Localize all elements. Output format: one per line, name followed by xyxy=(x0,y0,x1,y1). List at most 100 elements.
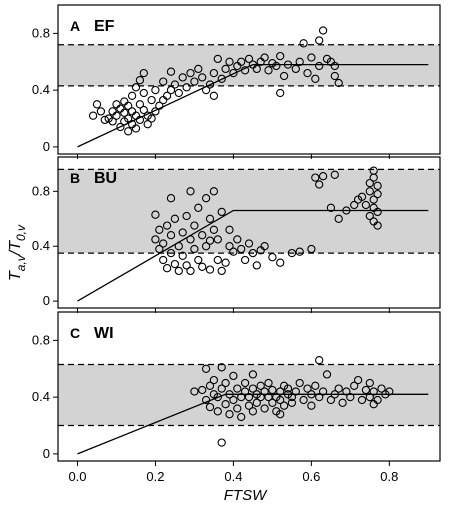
panel-name: WI xyxy=(94,325,114,342)
data-point xyxy=(147,95,156,105)
data-point xyxy=(244,54,254,64)
data-point xyxy=(186,266,195,276)
data-point xyxy=(139,88,148,98)
fit-line xyxy=(77,209,429,302)
data-point xyxy=(279,71,289,81)
data-point xyxy=(229,247,238,256)
data-point xyxy=(190,387,199,396)
data-point xyxy=(299,395,308,405)
data-point xyxy=(194,64,203,74)
data-point xyxy=(268,253,277,262)
data-point xyxy=(217,363,226,372)
data-point xyxy=(276,51,285,61)
data-point xyxy=(338,398,347,407)
data-point xyxy=(178,73,187,82)
data-point xyxy=(209,375,219,385)
data-point xyxy=(256,381,265,390)
data-point xyxy=(213,392,222,402)
data-point xyxy=(209,91,219,100)
data-point xyxy=(240,378,250,388)
data-point xyxy=(276,88,285,98)
data-point xyxy=(116,122,125,132)
data-point xyxy=(112,100,121,109)
data-point xyxy=(373,181,382,190)
data-point xyxy=(373,189,382,199)
data-point xyxy=(182,211,191,221)
data-point xyxy=(318,26,328,35)
data-point xyxy=(237,244,246,254)
data-point xyxy=(311,74,320,83)
data-point xyxy=(373,221,382,230)
data-point xyxy=(131,124,141,133)
data-point xyxy=(108,107,117,116)
data-point xyxy=(221,400,230,409)
data-point xyxy=(88,111,98,120)
y-tick-label: 0.8 xyxy=(32,183,50,198)
data-point xyxy=(350,381,359,390)
data-point xyxy=(225,225,234,234)
data-point xyxy=(334,214,343,223)
panel-letter: C xyxy=(70,325,80,341)
data-point xyxy=(334,384,343,393)
data-point xyxy=(92,100,102,109)
data-point xyxy=(260,404,269,413)
data-point xyxy=(295,378,304,388)
data-point xyxy=(225,410,234,419)
data-point xyxy=(279,401,289,410)
data-point xyxy=(365,211,374,221)
data-point xyxy=(139,105,148,115)
data-point xyxy=(201,242,211,251)
data-point xyxy=(201,364,211,373)
data-point xyxy=(182,261,191,270)
data-point xyxy=(233,404,242,413)
data-point xyxy=(100,115,109,125)
data-point xyxy=(162,221,172,230)
data-point xyxy=(357,395,367,405)
data-point xyxy=(209,187,219,196)
fit-line xyxy=(77,393,429,455)
data-point xyxy=(229,395,238,405)
data-point xyxy=(283,384,293,393)
data-point xyxy=(303,68,312,78)
data-point xyxy=(166,85,176,95)
data-point xyxy=(240,387,250,396)
data-point xyxy=(244,239,254,248)
data-point xyxy=(326,395,336,405)
data-point xyxy=(365,178,374,188)
data-point xyxy=(166,194,176,203)
data-point xyxy=(318,387,328,396)
data-point xyxy=(361,385,371,395)
data-point xyxy=(174,88,183,98)
data-point xyxy=(225,242,234,251)
data-point xyxy=(264,392,273,402)
data-point xyxy=(159,239,168,248)
y-tick-label: 0.8 xyxy=(32,25,50,40)
data-point xyxy=(205,265,215,274)
data-point xyxy=(369,166,378,175)
data-point xyxy=(112,111,121,120)
data-point xyxy=(276,387,285,396)
data-point xyxy=(248,407,258,416)
data-point xyxy=(311,173,320,182)
data-point xyxy=(357,192,367,201)
data-point xyxy=(291,64,300,74)
data-point xyxy=(162,91,172,100)
data-point xyxy=(268,398,277,407)
data-point xyxy=(166,248,176,258)
data-point xyxy=(256,392,265,402)
data-point xyxy=(135,100,145,109)
data-point xyxy=(213,255,222,265)
data-point xyxy=(124,127,133,136)
data-point xyxy=(248,384,258,393)
panel-c: 0 0.4 0.8 C WI xyxy=(32,311,441,466)
data-point xyxy=(276,410,285,419)
data-point xyxy=(170,214,180,223)
data-point xyxy=(248,248,258,258)
data-point xyxy=(205,236,215,245)
data-point xyxy=(260,53,269,62)
data-point xyxy=(108,117,117,126)
data-point xyxy=(237,412,246,422)
data-point xyxy=(299,39,308,48)
panel-name: EF xyxy=(94,18,115,35)
